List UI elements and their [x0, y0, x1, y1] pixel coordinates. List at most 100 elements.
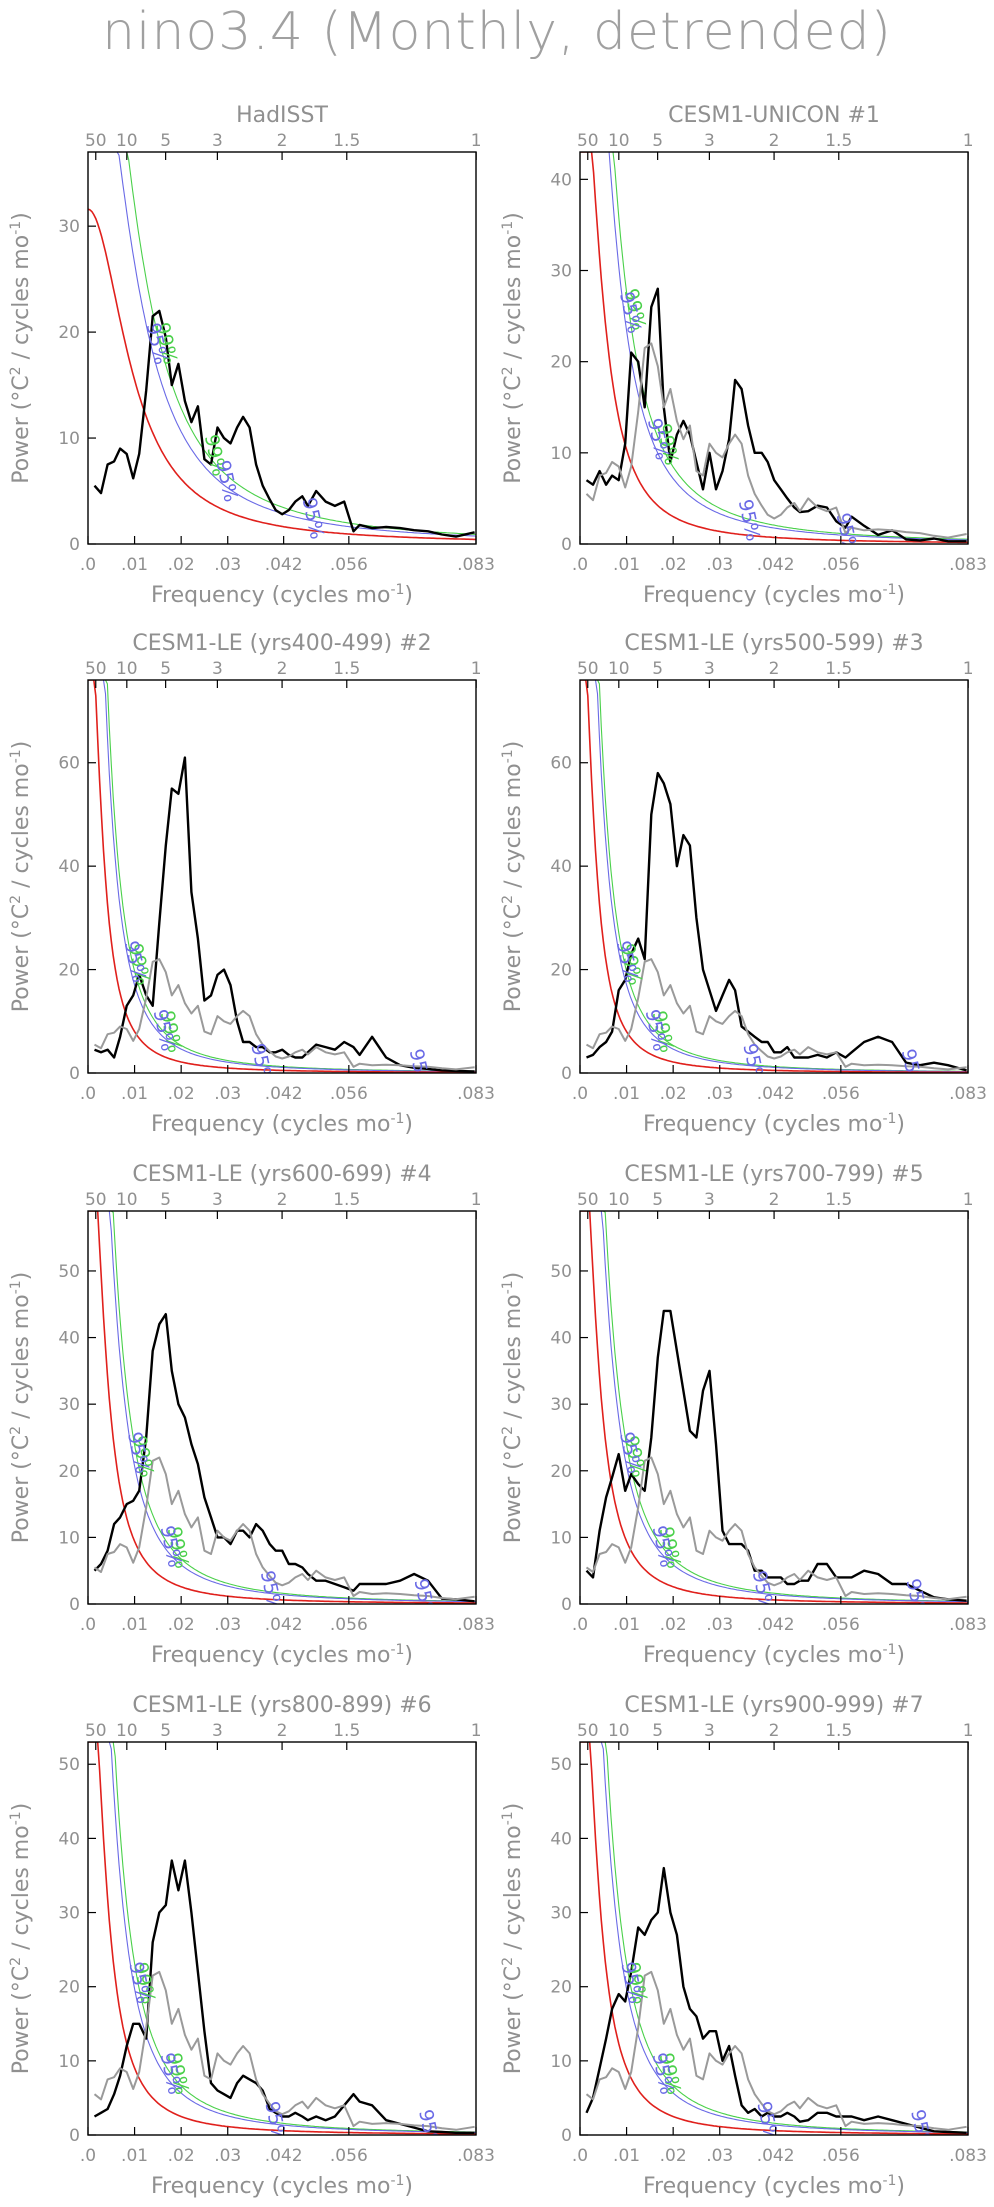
- x-tick-label: .02: [168, 1084, 195, 1104]
- top-tick-label: 5: [652, 1721, 663, 1741]
- panel-title: CESM1-LE (yrs900-999) #7: [624, 1693, 923, 1718]
- x-tick-label: .01: [613, 1084, 640, 1104]
- x-tick-label: .0: [572, 2146, 588, 2166]
- y-tick-label: 30: [58, 1395, 80, 1415]
- x-tick-label: .03: [706, 2146, 733, 2166]
- spectrum-line: [585, 287, 967, 543]
- y-tick-label: 10: [550, 444, 572, 464]
- y-tick-label: 40: [58, 1829, 80, 1849]
- spectrum-line: [586, 771, 967, 1072]
- y-tick-label: 20: [550, 1978, 572, 1998]
- spectrum-panel: 99%99%95%95%95% 95%.0.01.02.03.042.056.08…: [500, 1162, 987, 1668]
- plot-area: 99%99%95%95%95% 95%: [580, 680, 968, 1093]
- top-tick-label: 3: [212, 659, 223, 679]
- top-tick-label: 1: [471, 659, 482, 679]
- y-axis-label: Power (°C2 / cycles mo-1): [500, 1272, 526, 1544]
- top-tick-label: 2: [769, 659, 780, 679]
- x-tick-label: .083: [457, 1084, 495, 1104]
- x-tick-label: .01: [613, 1615, 640, 1635]
- top-tick-label: 1: [471, 131, 482, 151]
- y-tick-label: 50: [58, 1755, 80, 1775]
- ci95-curve: [88, 1211, 476, 1603]
- top-tick-label: 10: [608, 131, 630, 151]
- x-tick-label: .0: [572, 555, 588, 575]
- x-tick-label: .03: [706, 555, 733, 575]
- top-tick-label: 50: [577, 1721, 599, 1741]
- figure-title: nino3.4 (Monthly, detrended): [102, 2, 892, 62]
- x-tick-label: .0: [572, 1084, 588, 1104]
- ci95-label: 95%: [748, 1569, 778, 1615]
- top-tick-label: 1.5: [825, 131, 852, 151]
- top-tick-label: 3: [704, 131, 715, 151]
- top-tick-label: 50: [85, 131, 107, 151]
- panel-title: CESM1-LE (yrs800-899) #6: [132, 1693, 431, 1718]
- spectrum-line: [94, 756, 475, 1073]
- plot-frame: [87, 151, 477, 545]
- x-tick-label: .056: [330, 2146, 368, 2166]
- x-tick-label: .0: [80, 1615, 96, 1635]
- x-tick-label: .01: [121, 2146, 148, 2166]
- top-tick-label: 5: [160, 1190, 171, 1210]
- ci95-label: 95%: [256, 1569, 286, 1615]
- y-tick-label: 0: [561, 2126, 572, 2146]
- ci95-label: 95%: [414, 2107, 444, 2153]
- y-tick-label: 50: [550, 1755, 572, 1775]
- top-tick-label: 3: [212, 131, 223, 151]
- top-tick-label: 50: [85, 1721, 107, 1741]
- x-tick-label: .0: [80, 1084, 96, 1104]
- y-tick-label: 20: [58, 961, 80, 981]
- x-tick-label: .083: [457, 1615, 495, 1635]
- obs-reference-line: [586, 958, 967, 1071]
- spectrum-panel: 99%99%95%95%95% 95%.0.01.02.03.042.056.08…: [8, 631, 495, 1137]
- ci95-label: 95%: [734, 497, 764, 543]
- top-tick-label: 50: [577, 659, 599, 679]
- y-tick-label: 50: [58, 1262, 80, 1282]
- top-tick-label: 2: [277, 1721, 288, 1741]
- plot-frame: [87, 1210, 477, 1605]
- y-tick-label: 50: [550, 1262, 572, 1282]
- x-axis-label: Frequency (cycles mo-1): [151, 2173, 413, 2199]
- spectrum-line: [585, 1309, 967, 1602]
- top-tick-label: 5: [652, 659, 663, 679]
- ci95-label: 95%: [897, 1047, 927, 1093]
- y-tick-label: 20: [58, 1462, 80, 1482]
- top-tick-label: 10: [116, 659, 138, 679]
- red-noise-curve: [88, 208, 476, 541]
- panel-title: CESM1-UNICON #1: [668, 103, 880, 128]
- x-axis-label: Frequency (cycles mo-1): [151, 582, 413, 608]
- plot-frame: [579, 1210, 969, 1605]
- top-tick-label: 3: [212, 1190, 223, 1210]
- x-tick-label: .01: [613, 2146, 640, 2166]
- y-tick-label: 0: [69, 1595, 80, 1615]
- plot-frame: [87, 1741, 477, 2136]
- y-tick-label: 40: [550, 1829, 572, 1849]
- spectrum-line: [93, 309, 475, 538]
- top-tick-label: 2: [769, 131, 780, 151]
- y-axis-label: Power (°C2 / cycles mo-1): [500, 741, 526, 1013]
- y-tick-label: 40: [550, 857, 572, 877]
- plot-area: 99%99%95%95%95% 95%: [88, 1211, 476, 1623]
- x-tick-label: .083: [949, 2146, 987, 2166]
- x-tick-label: .083: [949, 1084, 987, 1104]
- spectrum-panel: 99%99%95%95%95% 95%.0.01.02.03.042.056.08…: [500, 631, 987, 1137]
- obs-reference-line: [94, 958, 475, 1071]
- spectrum-panel: 99%99%95%95%95%.0.01.02.03.042.056.08350…: [8, 103, 495, 608]
- y-tick-label: 60: [58, 754, 80, 774]
- y-axis-label: Power (°C2 / cycles mo-1): [8, 1272, 34, 1544]
- top-tick-label: 1: [471, 1721, 482, 1741]
- y-tick-label: 40: [550, 1329, 572, 1349]
- obs-reference-line: [585, 342, 967, 539]
- spectrum-line: [93, 1313, 475, 1603]
- x-tick-label: .042: [265, 1084, 303, 1104]
- ci95-label: 95%: [409, 1577, 439, 1623]
- x-tick-label: .083: [949, 1615, 987, 1635]
- spectrum-panel: 99%99%95%95%95% 95%.0.01.02.03.042.056.08…: [8, 1693, 495, 2199]
- top-tick-label: 1.5: [333, 659, 360, 679]
- red-noise-curve: [88, 1211, 476, 1604]
- obs-reference-line: [585, 1970, 967, 2131]
- ci95-label: 95%: [901, 1577, 931, 1623]
- y-tick-label: 40: [550, 170, 572, 190]
- y-tick-label: 0: [561, 1595, 572, 1615]
- x-tick-label: .03: [706, 1615, 733, 1635]
- spectrum-panel: 99%99%95%95%95% 95%.0.01.02.03.042.056.08…: [8, 1162, 495, 1668]
